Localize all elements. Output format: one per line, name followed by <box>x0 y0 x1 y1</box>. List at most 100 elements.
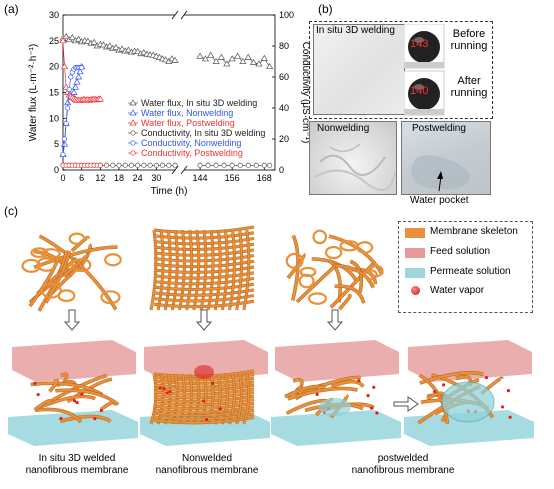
fiber <box>214 229 222 311</box>
membrane-module-1 <box>8 340 138 446</box>
legend-marker <box>130 140 136 146</box>
y-left-tick-label: 15 <box>49 88 59 98</box>
fiber <box>153 380 255 389</box>
down-arrow-3 <box>326 309 344 331</box>
fiber <box>153 294 255 302</box>
fiber <box>34 399 52 411</box>
fiber <box>242 229 250 311</box>
chart-series <box>59 33 274 168</box>
data-point <box>261 162 267 168</box>
fiber <box>153 243 255 251</box>
legend-marker <box>129 119 137 126</box>
vapor-dot <box>218 407 222 411</box>
data-point <box>172 162 178 168</box>
fiber-loop <box>104 253 122 267</box>
data-point <box>239 57 247 64</box>
fiber-loop <box>298 273 315 289</box>
y-left-tick-label: 0 <box>54 165 59 175</box>
panel-label-b: (b) <box>318 2 333 16</box>
data-point <box>135 162 141 168</box>
legend-skeleton-label: Membrane skeleton <box>430 226 518 237</box>
water-pocket <box>441 381 495 423</box>
data-point <box>118 45 126 52</box>
y-left-tick-label: 10 <box>49 113 59 123</box>
legend-marker <box>129 109 137 116</box>
vapor-dot <box>506 389 511 393</box>
data-point <box>166 162 172 168</box>
data-point <box>84 37 92 44</box>
data-point <box>221 162 227 168</box>
data-point <box>63 120 69 127</box>
fiber <box>287 387 358 400</box>
legend-vapor-label: Water vapor <box>430 285 485 296</box>
legend-feed-label: Feed solution <box>430 246 491 257</box>
before-running-label: Before running <box>450 28 488 52</box>
data-point <box>266 62 274 70</box>
data-point <box>60 151 66 158</box>
y-right-tick-label: 100 <box>279 10 294 20</box>
fiber <box>287 253 306 279</box>
fiber <box>153 402 255 410</box>
data-point <box>71 83 80 90</box>
nonwelding-wrinkles <box>314 143 396 191</box>
caption-nonwelded: Nonwelded nanofibrous membrane <box>155 453 259 476</box>
membrane-module-4 <box>404 340 534 446</box>
fiber-loop <box>356 241 374 254</box>
vapor-blob <box>194 365 214 379</box>
data-point <box>223 60 231 67</box>
axis-break-top-mask <box>175 13 184 17</box>
fiber <box>329 262 375 309</box>
fiber-loop <box>21 258 42 273</box>
vapor-dot <box>168 390 172 394</box>
permeate-slab <box>404 410 534 446</box>
data-point <box>255 60 263 67</box>
fiber <box>221 229 229 311</box>
x-tick-label: 12 <box>95 173 105 183</box>
data-point <box>196 52 204 59</box>
fiber <box>153 271 255 280</box>
vapor-dot <box>372 385 376 389</box>
fiber <box>153 260 255 268</box>
vapor-dot <box>59 416 63 421</box>
x-axis-title: Time (h) <box>151 186 188 197</box>
fiber-loop <box>324 245 343 260</box>
fiber <box>200 229 207 311</box>
data-point <box>160 162 166 168</box>
legend-entry: Conductivity, In situ 3D welding <box>141 128 265 138</box>
fiber <box>153 416 255 424</box>
x-tick-label: 24 <box>133 173 143 183</box>
series-5 <box>60 162 103 168</box>
vapor-dot <box>211 381 215 386</box>
fiber <box>30 382 103 396</box>
data-point <box>70 88 78 95</box>
data-point <box>97 162 103 168</box>
right-arrow <box>393 396 419 412</box>
data-point <box>141 162 147 168</box>
fiber-loop <box>285 252 304 269</box>
data-point <box>76 68 84 75</box>
data-point <box>73 78 81 85</box>
fiber-loop <box>36 257 57 272</box>
data-point <box>62 136 68 142</box>
fiber <box>171 229 179 311</box>
vapor-dot <box>72 399 77 403</box>
data-point <box>74 35 83 42</box>
x-tick-label: 156 <box>225 173 240 183</box>
fiber-network-3 <box>285 229 384 311</box>
data-point <box>147 162 153 168</box>
fiber <box>338 294 352 310</box>
data-point <box>212 57 220 64</box>
water-pocket <box>319 398 351 416</box>
data-point <box>60 62 69 70</box>
fiber-loop <box>363 269 378 281</box>
y-right-tick-label: 60 <box>279 72 289 82</box>
postwelding-label: Postwelding <box>412 123 466 134</box>
fiber <box>59 415 112 423</box>
y-right-tick-label: 0 <box>279 165 284 175</box>
insitu-photo-frame <box>309 21 493 119</box>
after-running-label: After running <box>450 75 488 99</box>
x-tick-label: 30 <box>151 173 161 183</box>
fiber <box>328 234 384 275</box>
vapor-dot <box>99 408 103 413</box>
